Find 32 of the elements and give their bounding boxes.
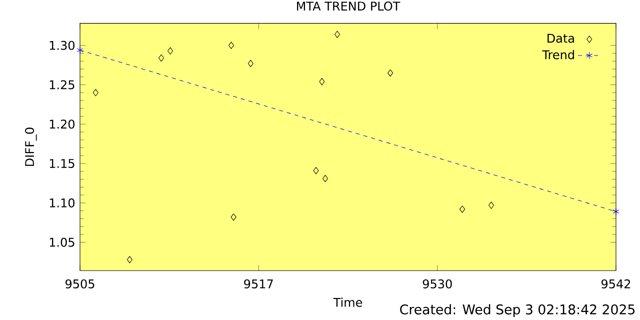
point <box>248 60 254 68</box>
point <box>319 78 325 86</box>
y-tick-label: 1.30 <box>50 40 74 50</box>
point <box>612 208 620 216</box>
point <box>334 30 340 38</box>
y-tick-label: 1.25 <box>50 80 74 90</box>
x-axis-title: Time <box>333 298 362 307</box>
point <box>126 256 132 264</box>
point <box>158 54 164 62</box>
x-tick-label: 9505 <box>65 279 94 288</box>
point <box>76 46 84 54</box>
x-tick-label: 9542 <box>601 279 630 288</box>
point <box>460 206 466 213</box>
point <box>322 174 328 182</box>
y-tick-label: 1.10 <box>50 198 74 208</box>
text: Created: Wed Sep 3 02:18:42 2025 <box>400 304 635 318</box>
point <box>313 167 319 174</box>
point <box>488 202 494 209</box>
x-tick-label: 9517 <box>244 279 273 288</box>
chart-title: MTA TREND PLOT <box>297 2 400 11</box>
x-tick-label: 9530 <box>422 279 452 288</box>
y-tick-label: 1.15 <box>50 159 74 168</box>
legend-label: Data <box>548 34 574 43</box>
point <box>92 89 98 96</box>
point <box>167 47 174 54</box>
y-tick-label: 1.20 <box>50 120 74 129</box>
point <box>230 213 236 221</box>
y-tick-label: 1.05 <box>50 238 74 247</box>
point <box>388 69 394 77</box>
legend-label: Trend <box>542 50 574 60</box>
y-axis-title: DIFF_0 <box>25 128 37 166</box>
point <box>228 42 234 49</box>
